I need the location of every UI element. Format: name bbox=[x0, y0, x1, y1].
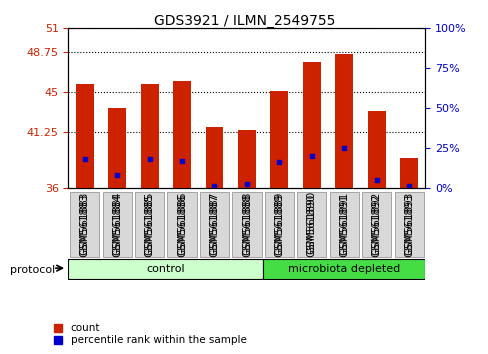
Bar bbox=[238, 130, 255, 188]
Bar bbox=[270, 91, 288, 188]
Text: GSM561884: GSM561884 bbox=[112, 191, 122, 255]
Text: GSM561889: GSM561889 bbox=[274, 193, 284, 257]
Text: GSM561892: GSM561892 bbox=[371, 193, 381, 257]
Text: GSM561893: GSM561893 bbox=[404, 191, 413, 255]
Text: GSM561887: GSM561887 bbox=[209, 191, 219, 255]
FancyBboxPatch shape bbox=[329, 192, 358, 257]
Text: GSM561883: GSM561883 bbox=[80, 193, 89, 257]
Text: GDS3921 / ILMN_2549755: GDS3921 / ILMN_2549755 bbox=[154, 14, 334, 28]
Text: GSM561884: GSM561884 bbox=[112, 193, 122, 257]
FancyBboxPatch shape bbox=[394, 192, 423, 257]
Bar bbox=[400, 158, 417, 188]
FancyBboxPatch shape bbox=[297, 192, 326, 257]
Text: GSM561888: GSM561888 bbox=[242, 191, 251, 255]
Text: GSM561886: GSM561886 bbox=[177, 191, 186, 255]
Text: GSM561890: GSM561890 bbox=[306, 193, 316, 257]
Bar bbox=[76, 84, 93, 188]
Text: GSM561892: GSM561892 bbox=[371, 191, 381, 255]
Bar bbox=[173, 81, 191, 188]
FancyBboxPatch shape bbox=[135, 192, 164, 257]
Text: GSM561886: GSM561886 bbox=[177, 193, 186, 257]
Bar bbox=[335, 54, 352, 188]
Text: microbiota depleted: microbiota depleted bbox=[287, 264, 400, 274]
Bar bbox=[205, 127, 223, 188]
FancyBboxPatch shape bbox=[167, 192, 196, 257]
FancyBboxPatch shape bbox=[200, 192, 229, 257]
Text: control: control bbox=[146, 264, 185, 274]
Text: GSM561891: GSM561891 bbox=[339, 193, 348, 257]
FancyBboxPatch shape bbox=[263, 259, 425, 279]
Text: GSM561885: GSM561885 bbox=[144, 193, 154, 257]
Bar bbox=[367, 111, 385, 188]
Text: GSM561887: GSM561887 bbox=[209, 193, 219, 257]
FancyBboxPatch shape bbox=[264, 192, 293, 257]
Text: GSM561889: GSM561889 bbox=[274, 191, 284, 255]
Text: GSM561890: GSM561890 bbox=[306, 191, 316, 255]
Bar bbox=[108, 108, 126, 188]
Text: GSM561893: GSM561893 bbox=[404, 193, 413, 257]
FancyBboxPatch shape bbox=[102, 192, 131, 257]
Text: GSM561891: GSM561891 bbox=[339, 191, 348, 255]
Bar bbox=[141, 84, 158, 188]
Bar bbox=[302, 62, 320, 188]
Text: protocol: protocol bbox=[10, 265, 55, 275]
FancyBboxPatch shape bbox=[362, 192, 390, 257]
FancyBboxPatch shape bbox=[68, 259, 263, 279]
Text: GSM561883: GSM561883 bbox=[80, 191, 89, 255]
FancyBboxPatch shape bbox=[70, 192, 99, 257]
FancyBboxPatch shape bbox=[232, 192, 261, 257]
Text: GSM561885: GSM561885 bbox=[144, 191, 154, 255]
Text: GSM561888: GSM561888 bbox=[242, 193, 251, 257]
Legend: count, percentile rank within the sample: count, percentile rank within the sample bbox=[54, 323, 246, 345]
